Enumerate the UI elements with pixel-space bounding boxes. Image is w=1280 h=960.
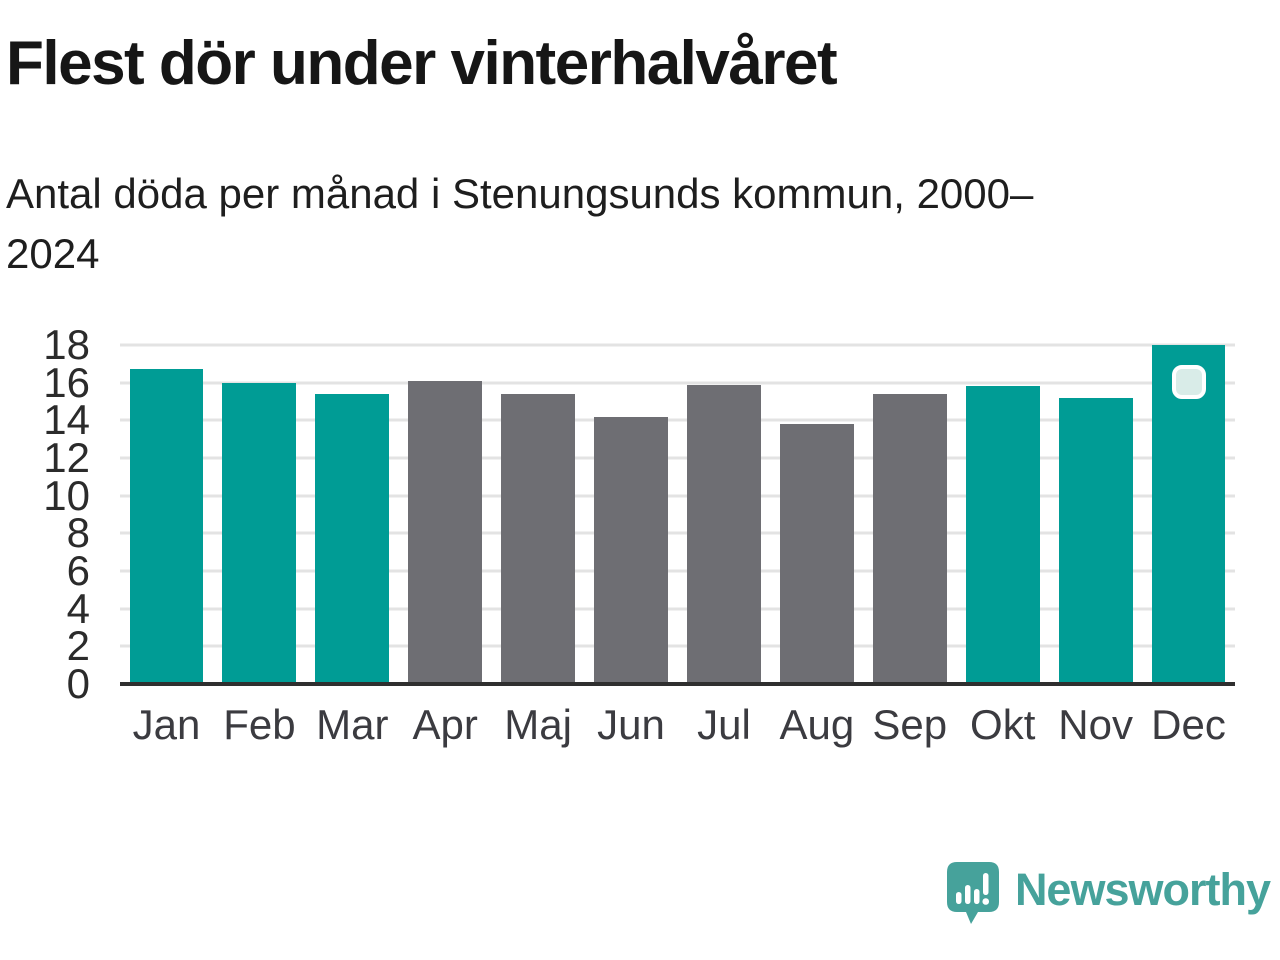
- gridline: [120, 343, 1235, 347]
- plot-area: [120, 343, 1235, 686]
- newsworthy-logo[interactable]: Newsworthy: [946, 861, 1271, 925]
- bar-jul: [687, 384, 761, 684]
- gridline: [120, 569, 1235, 573]
- bar-mar: [315, 393, 390, 684]
- x-tick-label: Apr: [412, 701, 478, 748]
- gridline: [120, 607, 1235, 611]
- y-tick-label: 6: [66, 547, 90, 594]
- gridline: [120, 418, 1235, 422]
- x-tick-label: Jul: [697, 701, 751, 748]
- highlight-badge: [1171, 365, 1206, 399]
- chart-title: Flest dör under vinterhalvåret: [6, 29, 838, 98]
- bar-apr: [408, 380, 483, 684]
- y-tick-label: 10: [43, 471, 90, 519]
- x-tick-label: Okt: [970, 701, 1036, 748]
- x-tick-label: Jan: [132, 701, 201, 748]
- y-tick-label: 8: [66, 509, 90, 557]
- bar-nov: [1058, 397, 1133, 684]
- y-tick-label: 12: [43, 434, 90, 481]
- x-axis-line: [120, 682, 1235, 686]
- x-tick-label: Mar: [316, 701, 389, 748]
- x-tick-label: Jun: [597, 701, 665, 748]
- y-tick-label: 2: [66, 622, 90, 670]
- x-axis: Jan Feb Mar Apr Maj Jun Jul Aug Sep Okt Nov Dec: [120, 700, 1235, 756]
- newsworthy-logo-icon: [946, 862, 999, 924]
- x-tick-label: Nov: [1058, 701, 1133, 748]
- gridline: [120, 644, 1235, 648]
- bar-jan: [129, 369, 204, 684]
- gridline: [120, 456, 1235, 460]
- gridline: [120, 494, 1235, 498]
- gridline: [120, 381, 1235, 385]
- newsworthy-wordmark: Newsworthy: [1014, 863, 1271, 915]
- x-tick-label: Maj: [504, 701, 572, 748]
- bar-dec: [1151, 345, 1226, 684]
- x-tick-label: Dec: [1151, 701, 1226, 748]
- x-tick-label: Feb: [223, 701, 296, 748]
- y-tick-label: 0: [66, 660, 90, 707]
- bar-jun: [594, 416, 668, 684]
- bar-aug: [779, 424, 854, 684]
- bar-okt: [965, 386, 1040, 684]
- y-axis: 0 2 4 6 8 10 12 14 16 18: [26, 324, 90, 705]
- bar-feb: [222, 382, 297, 684]
- x-tick-label: Aug: [779, 701, 855, 748]
- bar-sep: [872, 393, 947, 684]
- x-tick-label: Sep: [872, 701, 948, 748]
- y-tick-label: 4: [66, 584, 90, 632]
- y-tick-label: 18: [43, 321, 90, 368]
- bar-maj: [501, 393, 575, 684]
- y-tick-label: 14: [43, 396, 90, 444]
- gridline: [120, 531, 1235, 535]
- y-tick-label: 16: [43, 358, 90, 406]
- chart-subtitle: Antal döda per månad i Stenungsunds komm…: [6, 170, 1034, 278]
